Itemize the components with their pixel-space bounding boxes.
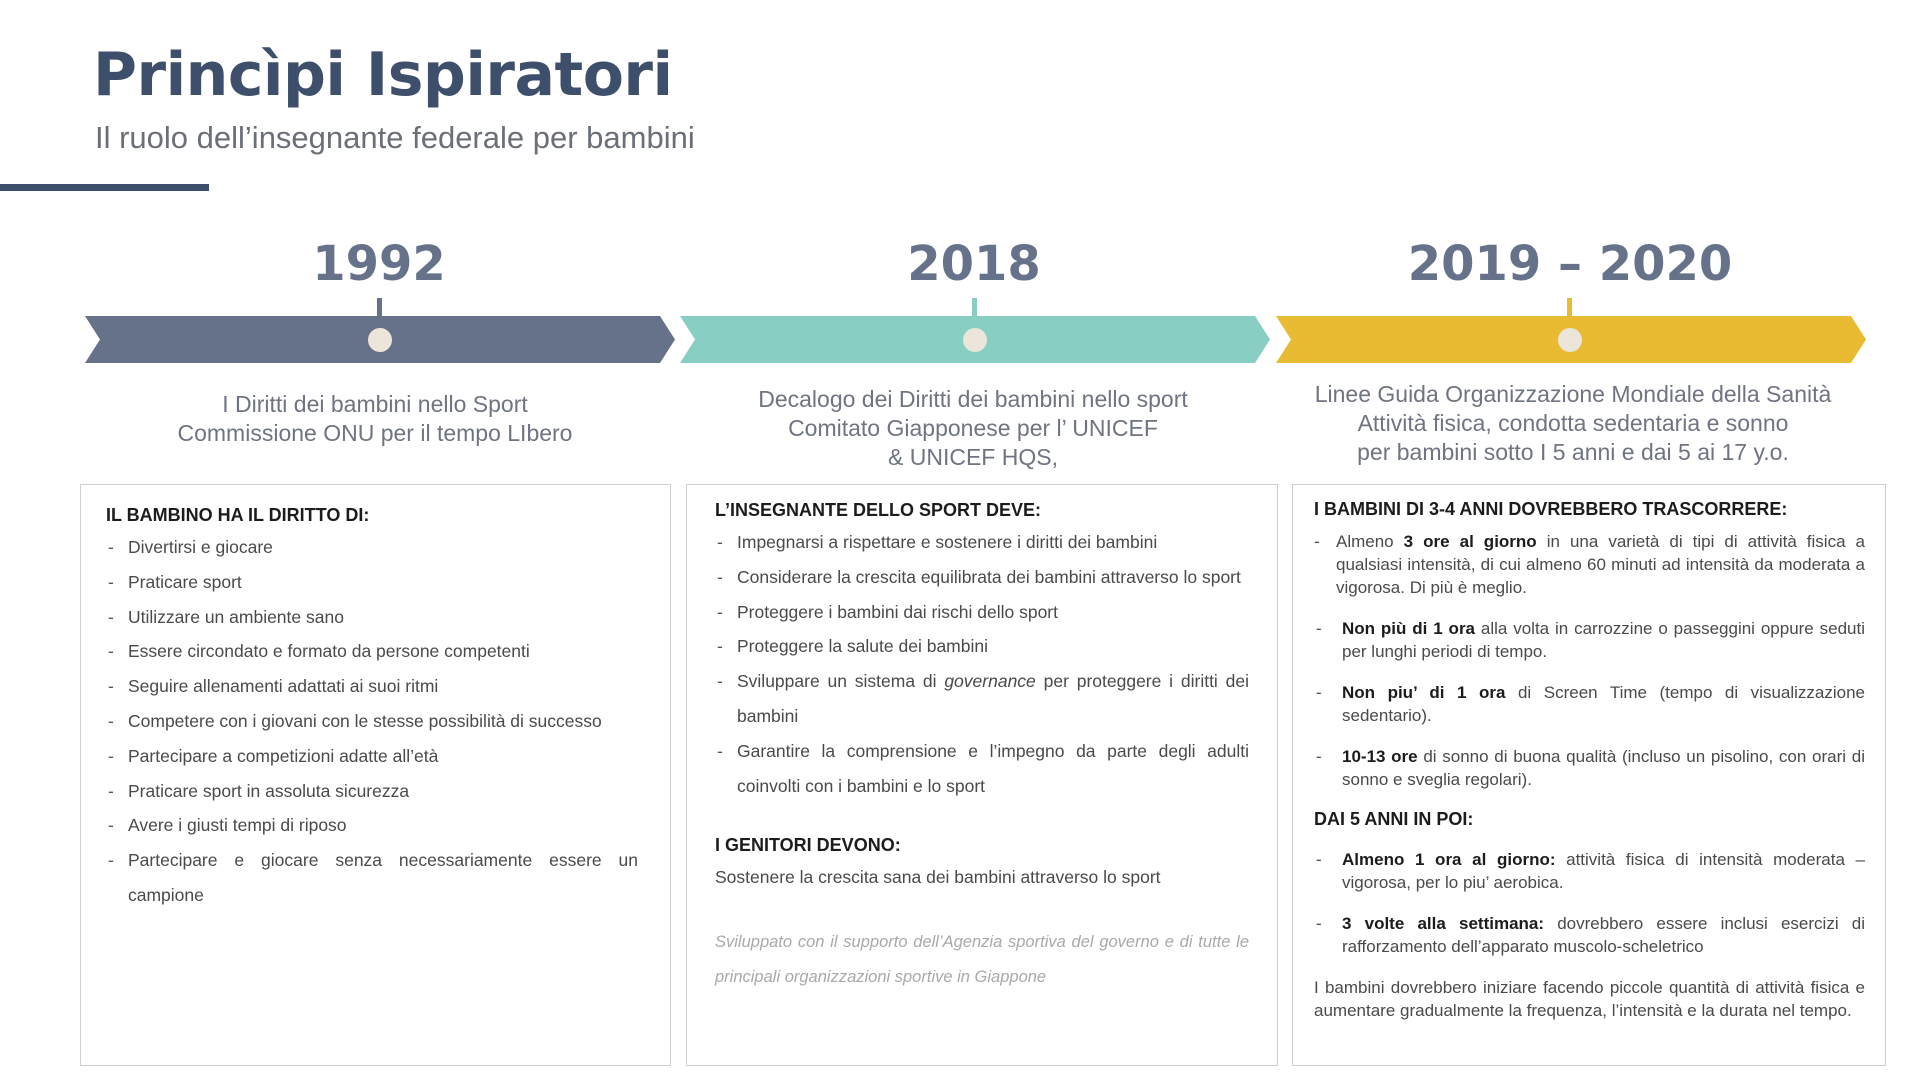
caption-line: & UNICEF HQS, [888,444,1058,470]
guideline-item: - Almeno 3 ore al giorno in una varietà … [1314,530,1865,599]
caption-line: per bambini sotto I 5 anni e dai 5 ai 17… [1357,439,1789,465]
caption-2019-2020: Linee Guida Organizzazione Mondiale dell… [1278,380,1868,467]
timeline-tick-1 [377,298,382,322]
governance-term: governance [944,671,1036,692]
dash-mark: - [1316,619,1322,638]
guideline-item: - 3 volte alla settimana: dovrebbero ess… [1314,912,1865,958]
caption-line: Commissione ONU per il tempo LIbero [177,420,573,446]
item-bold: 10-13 ore [1342,747,1418,766]
rights-list: Divertirsi e giocare Praticare sport Uti… [106,530,638,913]
item-bold: 3 volte alla settimana: [1342,914,1545,933]
item-text: di sonno di buona qualità (incluso un pi… [1342,747,1865,789]
item-bold: Almeno 1 ora al giorno: [1342,850,1556,869]
timeline-year-2018: 2018 [907,236,1041,292]
item-bold: 3 ore al giorno [1403,532,1537,551]
timeline-dot-1 [368,328,392,352]
list-item: Seguire allenamenti adattati ai suoi rit… [106,669,638,704]
list-item: Impegnarsi a rispettare e sostenere i di… [715,525,1249,560]
closing-text: I bambini dovrebbero iniziare facendo pi… [1314,978,1865,1020]
teacher-box: L’INSEGNANTE DELLO SPORT DEVE: Impegnars… [686,484,1278,1066]
list-item: Proteggere la salute dei bambini [715,629,1249,664]
dash-mark: - [1316,747,1322,766]
guideline-item: - Non piu’ di 1 ora di Screen Time (temp… [1314,681,1865,727]
caption-line: Attività fisica, condotta sedentaria e s… [1357,410,1789,436]
item-text: in una varietà di tipi di attività fisic… [1336,532,1865,597]
timeline-year-1992: 1992 [312,236,446,292]
teacher-list: Impegnarsi a rispettare e sostenere i di… [715,525,1249,803]
list-item: Garantire la comprensione e l’impegno da… [715,734,1249,804]
timeline-tick-2 [972,298,977,322]
list-item: Partecipare e giocare senza necessariame… [106,843,638,913]
item-bold: Non più di 1 ora [1342,619,1476,638]
list-item: Praticare sport in assoluta sicurezza [106,774,638,809]
title-underline [0,184,209,191]
footnote: Sviluppato con il supporto dell’Agenzia … [715,933,1249,986]
rights-box: IL BAMBINO HA IL DIRITTO DI: Divertirsi … [80,484,671,1066]
list-item: Proteggere i bambini dai rischi dello sp… [715,595,1249,630]
list-item: Competere con i giovani con le stesse po… [106,704,638,739]
caption-1992: I Diritti dei bambini nello Sport Commis… [80,390,670,448]
dash-mark: - [1316,850,1322,869]
guideline-item: - Non più di 1 ora alla volta in carrozz… [1314,617,1865,663]
timeline-dot-3 [1558,328,1582,352]
caption-line: Decalogo dei Diritti dei bambini nello s… [758,386,1188,412]
item-text: Sviluppare un sistema di [737,671,945,692]
page-subtitle: Il ruolo dell’insegnante federale per ba… [95,120,695,155]
caption-line: Linee Guida Organizzazione Mondiale dell… [1314,381,1832,407]
list-item: Avere i giusti tempi di riposo [106,808,638,843]
list-item: Praticare sport [106,565,638,600]
list-item: Divertirsi e giocare [106,530,638,565]
item-text: Almeno [1336,532,1404,551]
guideline-item: - Almeno 1 ora al giorno: attività fisic… [1314,848,1865,894]
age-5-heading: DAI 5 ANNI IN POI: [1314,809,1474,829]
caption-line: Comitato Giapponese per l’ UNICEF [788,415,1158,441]
dash-mark: - [1316,683,1322,702]
timeline-dot-2 [963,328,987,352]
item-text: dovrebbero essere inclusi esercizi di ra… [1342,914,1865,956]
parents-text: Sostenere la crescita sana dei bambini a… [715,867,1161,888]
rights-heading: IL BAMBINO HA IL DIRITTO DI: [106,505,370,525]
item-text: alla volta in carrozzine o passeggini op… [1342,619,1865,661]
item-text: di Screen Time (tempo di visualizzazione… [1342,683,1866,725]
parents-heading: I GENITORI DEVONO: [715,835,901,856]
list-item: Utilizzare un ambiente sano [106,600,638,635]
guidelines-heading: I BAMBINI DI 3-4 ANNI DOVREBBERO TRASCOR… [1314,499,1788,519]
list-item: Considerare la crescita equilibrata dei … [715,560,1249,595]
timeline-tick-3 [1567,298,1572,322]
item-bold: Non piu’ di 1 ora [1342,683,1506,702]
who-guidelines-box: I BAMBINI DI 3-4 ANNI DOVREBBERO TRASCOR… [1292,484,1886,1066]
list-item: Essere circondato e formato da persone c… [106,634,638,669]
item-text: per proteggere i diritti dei bambini [737,671,1249,726]
caption-2018: Decalogo dei Diritti dei bambini nello s… [678,385,1268,472]
caption-line: I Diritti dei bambini nello Sport [222,391,528,417]
dash-mark: - [1316,914,1322,933]
page-title: Princìpi Ispiratori [93,40,673,110]
guideline-item: - 10-13 ore di sonno di buona qualità (i… [1314,745,1865,791]
timeline-year-2019-2020: 2019 – 2020 [1407,236,1733,292]
list-item: Partecipare a competizioni adatte all’et… [106,739,638,774]
list-item: Sviluppare un sistema di governance per … [715,664,1249,734]
dash-mark: - [1314,532,1320,551]
item-text: attività fisica di intensità moderata – … [1342,850,1865,892]
teacher-heading: L’INSEGNANTE DELLO SPORT DEVE: [715,500,1042,520]
